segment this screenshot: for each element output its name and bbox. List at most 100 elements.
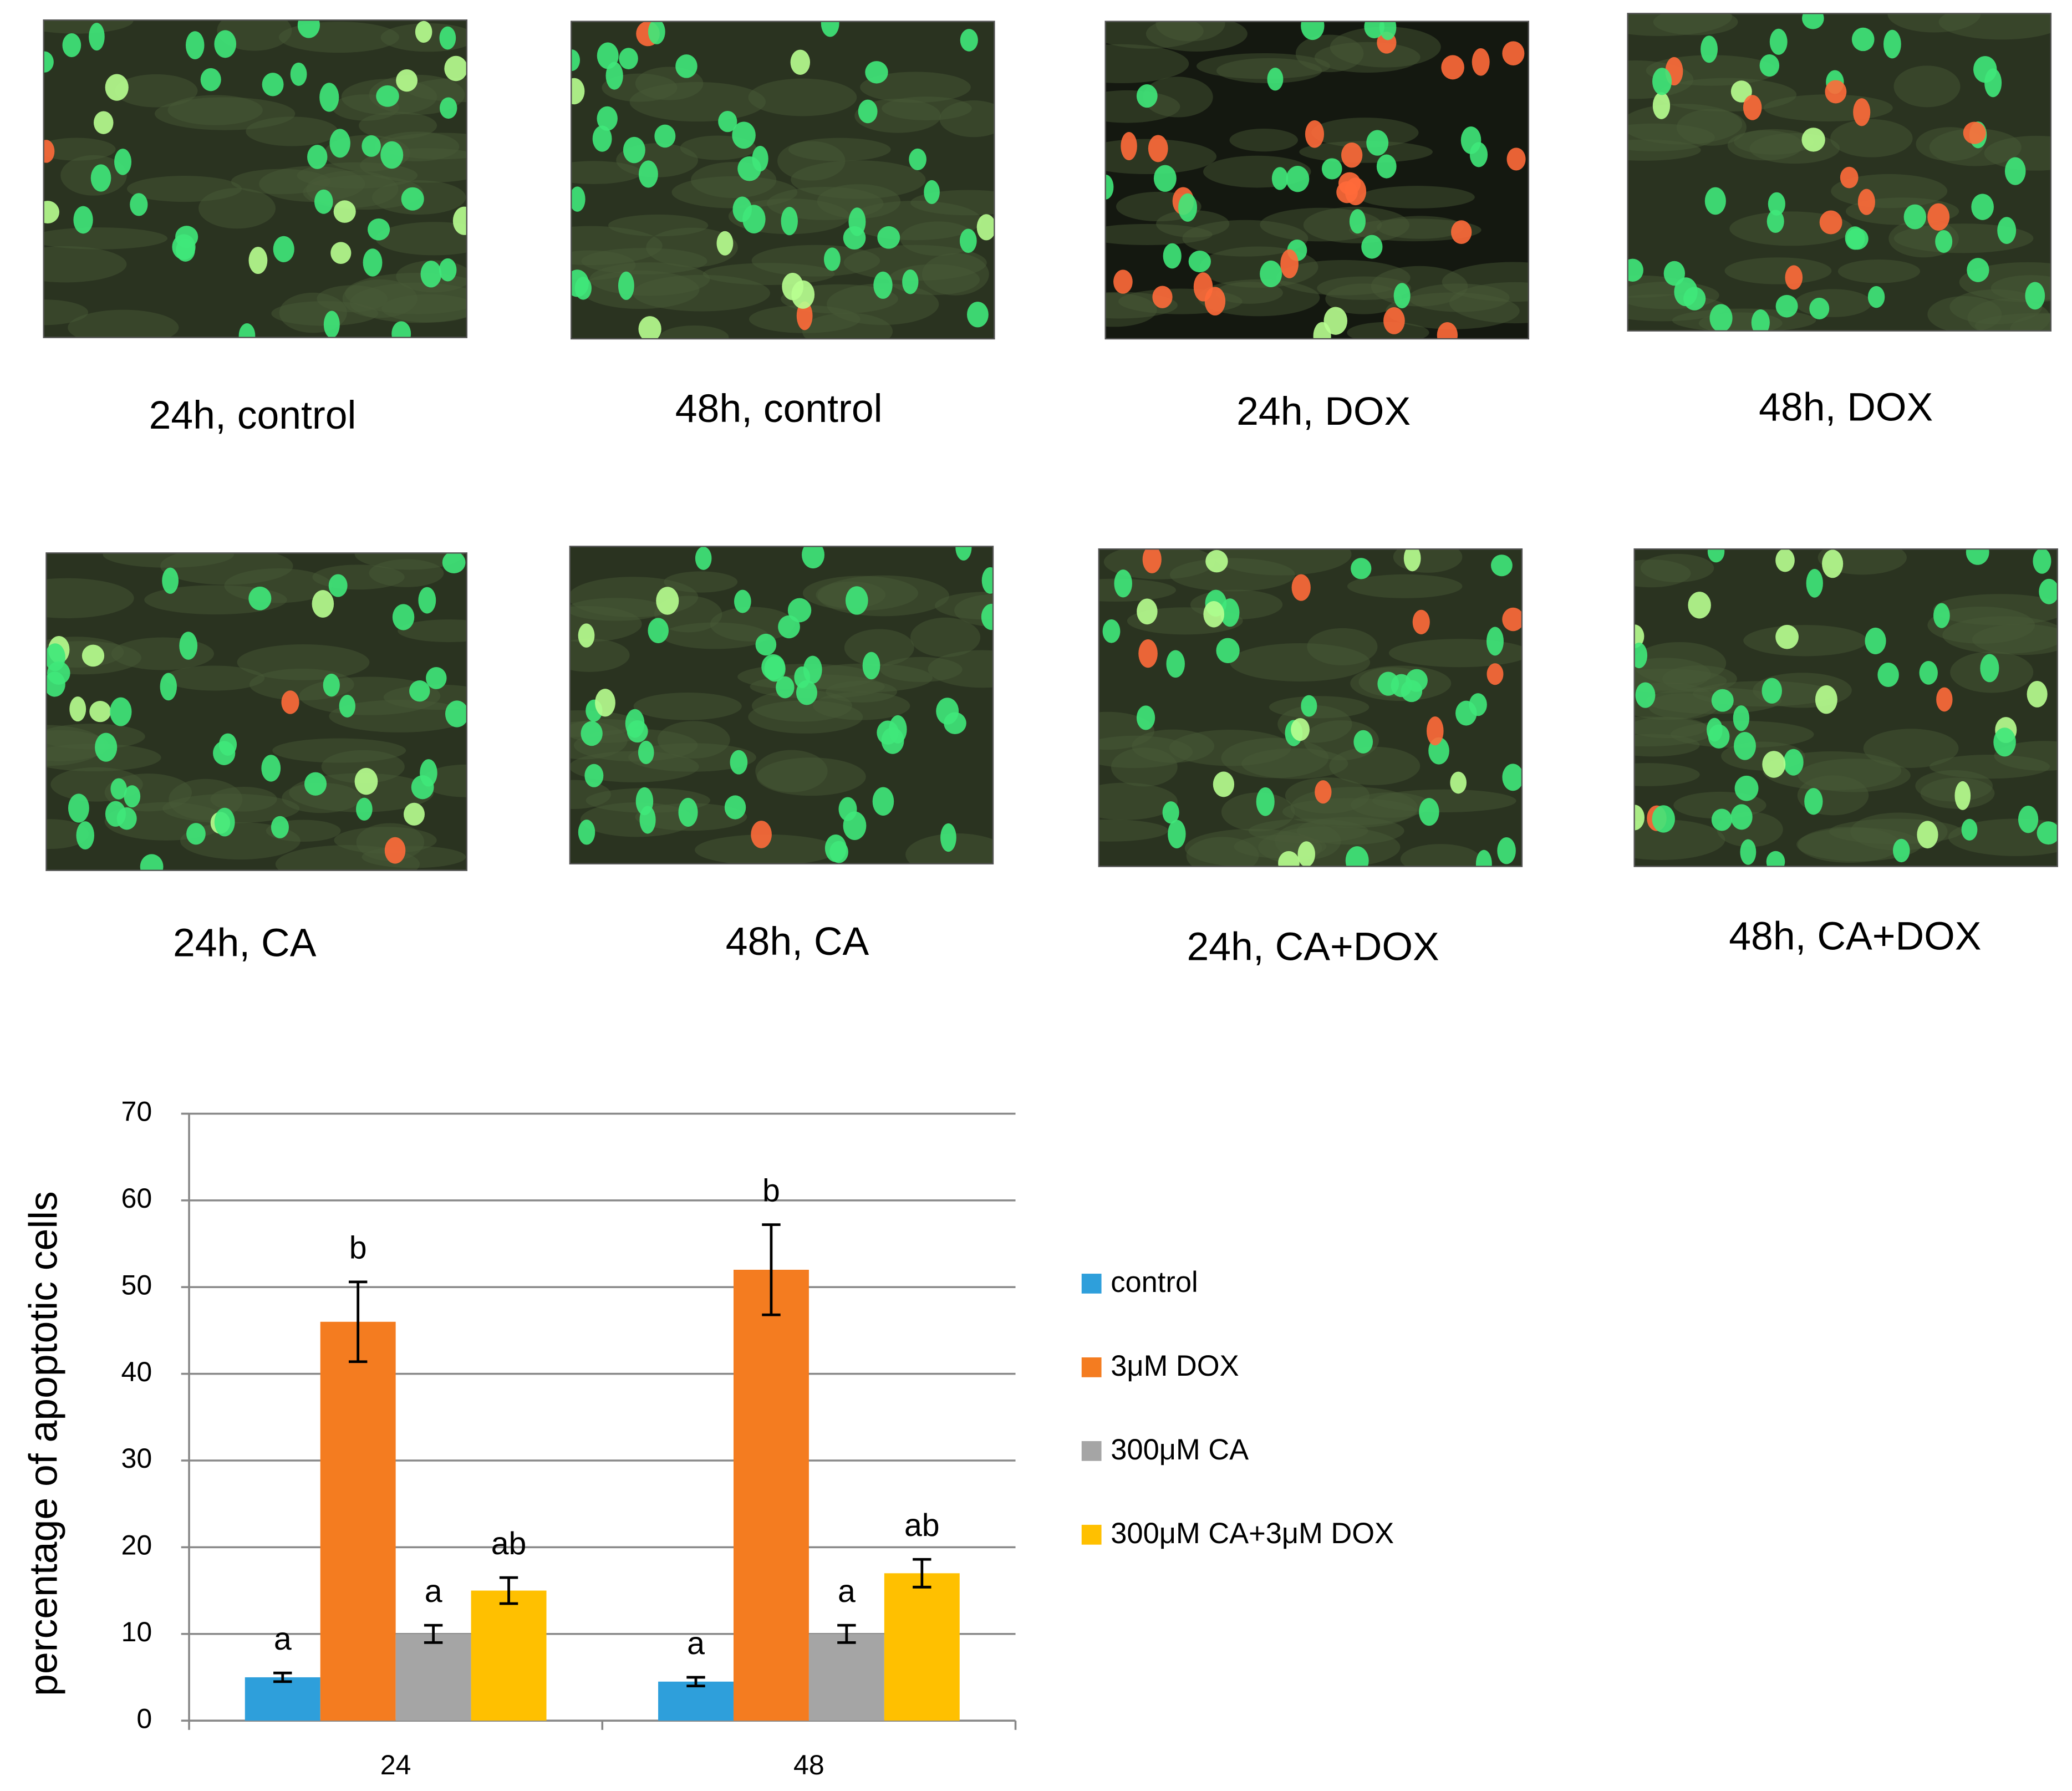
nucleus xyxy=(1166,650,1185,678)
nucleus xyxy=(877,226,900,249)
cell-body xyxy=(1311,118,1419,148)
nucleus xyxy=(1220,598,1240,627)
micrograph xyxy=(1627,13,2052,332)
nucleus xyxy=(238,323,256,338)
nucleus xyxy=(444,55,467,82)
nucleus xyxy=(639,806,656,834)
nucleus xyxy=(1701,35,1718,63)
cell-body xyxy=(1393,549,1463,573)
nucleus xyxy=(62,33,82,58)
nucleus xyxy=(1323,307,1348,335)
nucleus xyxy=(1437,322,1458,339)
nucleus xyxy=(1472,48,1490,76)
nucleus xyxy=(1802,13,1824,29)
cell-body xyxy=(321,750,405,783)
cell-body xyxy=(1359,186,1475,208)
cell-body xyxy=(633,692,742,720)
nucleus xyxy=(273,236,294,262)
micrograph-content xyxy=(571,21,995,339)
cell-body xyxy=(581,270,700,309)
cell-body xyxy=(126,176,242,202)
nucleus xyxy=(960,29,978,52)
cell-body xyxy=(1837,260,1921,283)
nucleus xyxy=(732,121,756,149)
cell-body xyxy=(237,644,370,680)
micrograph-border xyxy=(45,552,468,871)
significance-label: b xyxy=(349,1230,367,1266)
y-tick-label: 30 xyxy=(121,1443,152,1474)
nucleus xyxy=(829,841,848,863)
panel-label: 24h, DOX xyxy=(1236,389,1411,434)
nucleus xyxy=(1822,549,1844,578)
cell-body xyxy=(297,162,418,189)
nucleus xyxy=(1971,194,1994,220)
nucleus xyxy=(218,733,237,756)
cell-body xyxy=(407,78,467,102)
nucleus xyxy=(2004,157,2026,185)
micrograph-bg xyxy=(43,20,467,338)
cell-body xyxy=(381,294,467,323)
cell-body xyxy=(1929,754,2050,779)
cell-body xyxy=(1400,844,1480,867)
nucleus xyxy=(1163,243,1182,269)
cell-body xyxy=(103,553,234,568)
nucleus xyxy=(981,567,993,594)
nucleus xyxy=(959,228,977,253)
cell-body xyxy=(1275,822,1341,860)
y-tick-label: 20 xyxy=(121,1530,152,1561)
bar xyxy=(320,1321,396,1721)
legend-label: 300μM CA+3μM DOX xyxy=(1111,1518,1394,1550)
x-tick-label: 24 xyxy=(380,1749,411,1780)
cell-body xyxy=(359,111,437,140)
nucleus xyxy=(1801,128,1825,152)
cell-body xyxy=(1347,574,1463,598)
nucleus xyxy=(865,61,888,84)
nucleus xyxy=(68,793,89,823)
nucleus xyxy=(1734,731,1756,760)
cell-body xyxy=(1132,729,1215,763)
nucleus xyxy=(1113,269,1133,294)
nucleus xyxy=(1138,639,1158,668)
cell-body xyxy=(160,553,293,585)
error-bar xyxy=(913,1558,931,1589)
cell-body xyxy=(43,138,116,161)
nucleus xyxy=(186,823,206,845)
nucleus xyxy=(304,772,327,796)
cell-body xyxy=(398,619,467,643)
cell-body xyxy=(1676,109,1747,146)
nucleus xyxy=(2027,680,2048,708)
bar xyxy=(471,1590,547,1721)
nucleus xyxy=(732,196,752,222)
nucleus xyxy=(597,42,619,69)
nucleus xyxy=(1840,166,1859,189)
nucleus xyxy=(675,54,698,78)
nucleus xyxy=(1345,846,1369,867)
cell-body xyxy=(1653,13,1738,35)
nucleus xyxy=(1469,142,1488,167)
nucleus xyxy=(76,821,94,849)
cell-body xyxy=(900,221,976,256)
cell-body xyxy=(1830,119,1913,157)
cell-body xyxy=(1317,276,1412,300)
micrograph-content xyxy=(1098,549,1522,867)
cell-body xyxy=(1329,746,1421,785)
cell-body xyxy=(2010,313,2051,331)
cell-body xyxy=(1186,837,1259,867)
nucleus xyxy=(592,125,612,152)
nucleus xyxy=(791,280,815,309)
nucleus xyxy=(1178,193,1198,222)
nucleus xyxy=(584,764,604,787)
nucleus xyxy=(924,180,940,204)
cell-body xyxy=(755,750,828,792)
cell-body xyxy=(46,578,134,618)
nucleus xyxy=(902,269,919,294)
micrograph-border xyxy=(1633,548,2058,867)
cell-body xyxy=(1351,792,1431,818)
cell-body xyxy=(1863,729,1959,768)
nucleus xyxy=(1162,801,1179,824)
nucleus xyxy=(1936,687,1953,712)
nucleus xyxy=(862,652,880,680)
nucleus xyxy=(445,700,467,727)
nucleus xyxy=(89,701,111,722)
nucleus xyxy=(724,795,746,820)
